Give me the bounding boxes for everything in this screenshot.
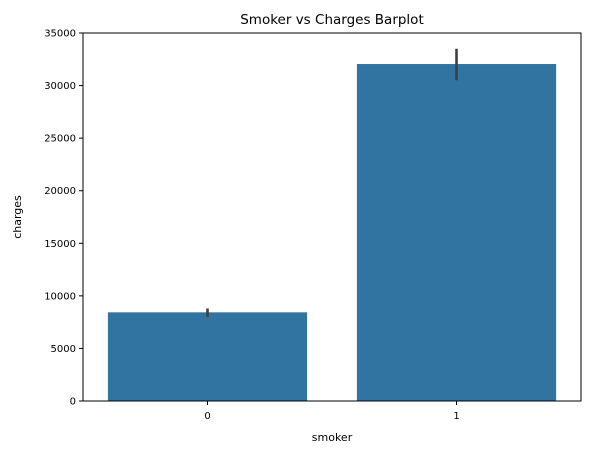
plot-area-frame [82,32,582,402]
x-tick-label: 1 [453,411,459,422]
y-tick-label: 10000 [44,291,76,302]
bar-0 [107,312,308,401]
y-tick-label: 30000 [44,81,76,92]
y-tick-label: 25000 [44,134,76,145]
y-tick-label: 15000 [44,239,76,250]
chart-title: Smoker vs Charges Barplot [240,12,424,28]
bars-layer [107,64,557,401]
y-tick-label: 35000 [44,29,76,40]
x-tick-label: 0 [204,411,210,422]
y-axis: 0 5000 10000 15000 20000 25000 30000 35000 [44,29,83,408]
y-tick-label: 0 [70,397,76,408]
bar-1 [356,64,557,401]
y-tick-label: 5000 [51,344,76,355]
y-tick-label: 20000 [44,186,76,197]
x-axis-label: smoker [312,431,353,444]
y-axis-label: charges [11,195,24,239]
error-bars-layer [206,48,458,317]
